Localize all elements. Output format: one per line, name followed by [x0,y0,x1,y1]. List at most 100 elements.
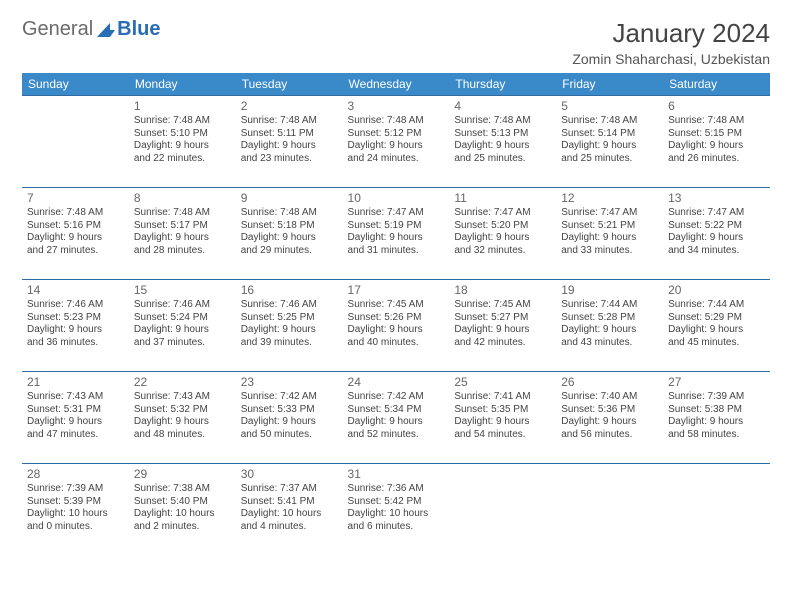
day-info: Daylight: 9 hours [134,140,231,153]
day-info: and 39 minutes. [241,337,338,350]
day-number: 1 [134,99,231,114]
day-number: 8 [134,191,231,206]
day-info: Sunset: 5:14 PM [561,128,658,141]
calendar-cell: 6Sunrise: 7:48 AMSunset: 5:15 PMDaylight… [663,96,770,188]
calendar-cell: 1Sunrise: 7:48 AMSunset: 5:10 PMDaylight… [129,96,236,188]
day-number: 3 [348,99,445,114]
day-info: and 52 minutes. [348,429,445,442]
day-info: and 40 minutes. [348,337,445,350]
day-info: Daylight: 9 hours [241,140,338,153]
day-info: and 25 minutes. [561,153,658,166]
day-info: Daylight: 9 hours [561,232,658,245]
day-info: Daylight: 9 hours [134,416,231,429]
calendar-cell: 19Sunrise: 7:44 AMSunset: 5:28 PMDayligh… [556,280,663,372]
day-info: Sunrise: 7:48 AM [241,115,338,128]
day-info: Sunrise: 7:42 AM [241,391,338,404]
day-info: and 50 minutes. [241,429,338,442]
day-info: Sunset: 5:41 PM [241,496,338,509]
day-info: Sunset: 5:25 PM [241,312,338,325]
day-number: 21 [27,375,124,390]
day-info: Sunrise: 7:42 AM [348,391,445,404]
calendar-cell: 16Sunrise: 7:46 AMSunset: 5:25 PMDayligh… [236,280,343,372]
calendar-cell [663,464,770,556]
day-info: Sunset: 5:31 PM [27,404,124,417]
day-info: Daylight: 9 hours [134,324,231,337]
day-info: Sunrise: 7:48 AM [348,115,445,128]
weekday-header-row: Sunday Monday Tuesday Wednesday Thursday… [22,73,770,96]
calendar-cell [449,464,556,556]
day-info: Sunrise: 7:47 AM [561,207,658,220]
day-info: Daylight: 9 hours [348,232,445,245]
day-info: and 0 minutes. [27,521,124,534]
day-info: Daylight: 9 hours [454,232,551,245]
day-info: Daylight: 9 hours [668,140,765,153]
calendar-cell: 12Sunrise: 7:47 AMSunset: 5:21 PMDayligh… [556,188,663,280]
day-info: and 27 minutes. [27,245,124,258]
day-info: Sunrise: 7:47 AM [454,207,551,220]
day-info: and 43 minutes. [561,337,658,350]
day-number: 16 [241,283,338,298]
day-info: and 25 minutes. [454,153,551,166]
calendar-cell: 23Sunrise: 7:42 AMSunset: 5:33 PMDayligh… [236,372,343,464]
day-info: and 36 minutes. [27,337,124,350]
day-info: Sunset: 5:20 PM [454,220,551,233]
day-info: and 56 minutes. [561,429,658,442]
day-info: Daylight: 9 hours [241,416,338,429]
day-info: Sunrise: 7:48 AM [561,115,658,128]
day-number: 10 [348,191,445,206]
day-info: Daylight: 9 hours [561,416,658,429]
col-fri: Friday [556,73,663,96]
day-info: and 24 minutes. [348,153,445,166]
day-info: Sunrise: 7:40 AM [561,391,658,404]
day-info: Sunset: 5:27 PM [454,312,551,325]
calendar-cell: 30Sunrise: 7:37 AMSunset: 5:41 PMDayligh… [236,464,343,556]
day-info: Sunset: 5:29 PM [668,312,765,325]
day-number: 17 [348,283,445,298]
day-info: and 42 minutes. [454,337,551,350]
day-info: Sunrise: 7:43 AM [27,391,124,404]
day-number: 2 [241,99,338,114]
day-number: 23 [241,375,338,390]
day-info: Sunrise: 7:48 AM [27,207,124,220]
calendar-cell: 10Sunrise: 7:47 AMSunset: 5:19 PMDayligh… [343,188,450,280]
calendar-cell: 8Sunrise: 7:48 AMSunset: 5:17 PMDaylight… [129,188,236,280]
calendar-cell: 27Sunrise: 7:39 AMSunset: 5:38 PMDayligh… [663,372,770,464]
day-info: and 54 minutes. [454,429,551,442]
calendar-cell: 15Sunrise: 7:46 AMSunset: 5:24 PMDayligh… [129,280,236,372]
day-info: Daylight: 9 hours [668,232,765,245]
day-number: 5 [561,99,658,114]
day-info: Sunrise: 7:46 AM [27,299,124,312]
day-info: Sunset: 5:38 PM [668,404,765,417]
day-number: 11 [454,191,551,206]
day-info: and 37 minutes. [134,337,231,350]
day-info: and 26 minutes. [668,153,765,166]
day-info: Daylight: 9 hours [241,232,338,245]
col-wed: Wednesday [343,73,450,96]
calendar-cell: 13Sunrise: 7:47 AMSunset: 5:22 PMDayligh… [663,188,770,280]
day-info: Sunset: 5:23 PM [27,312,124,325]
day-info: and 34 minutes. [668,245,765,258]
day-info: Daylight: 9 hours [134,232,231,245]
col-tue: Tuesday [236,73,343,96]
day-info: Sunset: 5:26 PM [348,312,445,325]
calendar-cell: 20Sunrise: 7:44 AMSunset: 5:29 PMDayligh… [663,280,770,372]
day-info: Sunrise: 7:44 AM [668,299,765,312]
logo: General Blue [22,18,161,41]
day-info: and 22 minutes. [134,153,231,166]
calendar-cell: 31Sunrise: 7:36 AMSunset: 5:42 PMDayligh… [343,464,450,556]
day-info: Sunrise: 7:39 AM [668,391,765,404]
day-info: Sunrise: 7:46 AM [241,299,338,312]
day-number: 14 [27,283,124,298]
day-info: Sunset: 5:10 PM [134,128,231,141]
calendar-row: 28Sunrise: 7:39 AMSunset: 5:39 PMDayligh… [22,464,770,556]
day-number: 20 [668,283,765,298]
calendar-cell: 29Sunrise: 7:38 AMSunset: 5:40 PMDayligh… [129,464,236,556]
day-info: Sunrise: 7:43 AM [134,391,231,404]
day-info: Sunset: 5:35 PM [454,404,551,417]
day-info: and 31 minutes. [348,245,445,258]
day-number: 6 [668,99,765,114]
col-mon: Monday [129,73,236,96]
day-info: Daylight: 9 hours [348,140,445,153]
day-number: 15 [134,283,231,298]
day-info: Sunrise: 7:48 AM [134,207,231,220]
